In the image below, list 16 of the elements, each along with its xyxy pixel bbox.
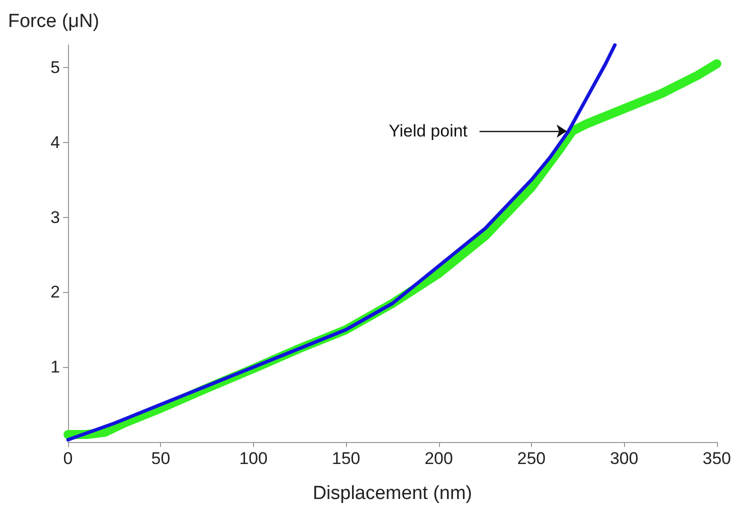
annotation: Yield point	[388, 122, 468, 141]
y-tick-label: 1	[50, 358, 60, 377]
x-tick-label: 200	[424, 449, 453, 468]
x-tick-label: 100	[239, 449, 268, 468]
y-tick-label: 3	[50, 208, 60, 227]
x-tick-label: 150	[332, 449, 360, 468]
x-tick-label: 300	[610, 449, 638, 468]
x-axis-title: Displacement (nm)	[312, 483, 472, 504]
x-tick-label: 0	[63, 449, 73, 468]
y-tick-label: 5	[50, 58, 60, 77]
x-tick-label: 350	[702, 449, 732, 468]
y-axis-title: Force (μN)	[8, 11, 100, 32]
y-tick-label: 4	[50, 132, 60, 152]
x-tick-label: 50	[151, 449, 170, 468]
x-tick-label: 250	[517, 449, 546, 468]
y-tick-label: 2	[50, 282, 60, 302]
